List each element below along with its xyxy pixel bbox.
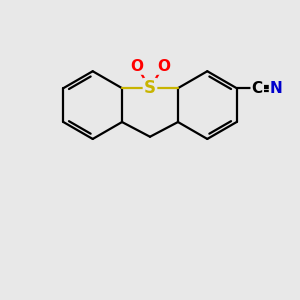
Text: N: N	[270, 81, 283, 96]
Text: O: O	[130, 58, 143, 74]
Text: S: S	[144, 79, 156, 97]
Text: O: O	[157, 58, 170, 74]
Text: C: C	[252, 81, 263, 96]
